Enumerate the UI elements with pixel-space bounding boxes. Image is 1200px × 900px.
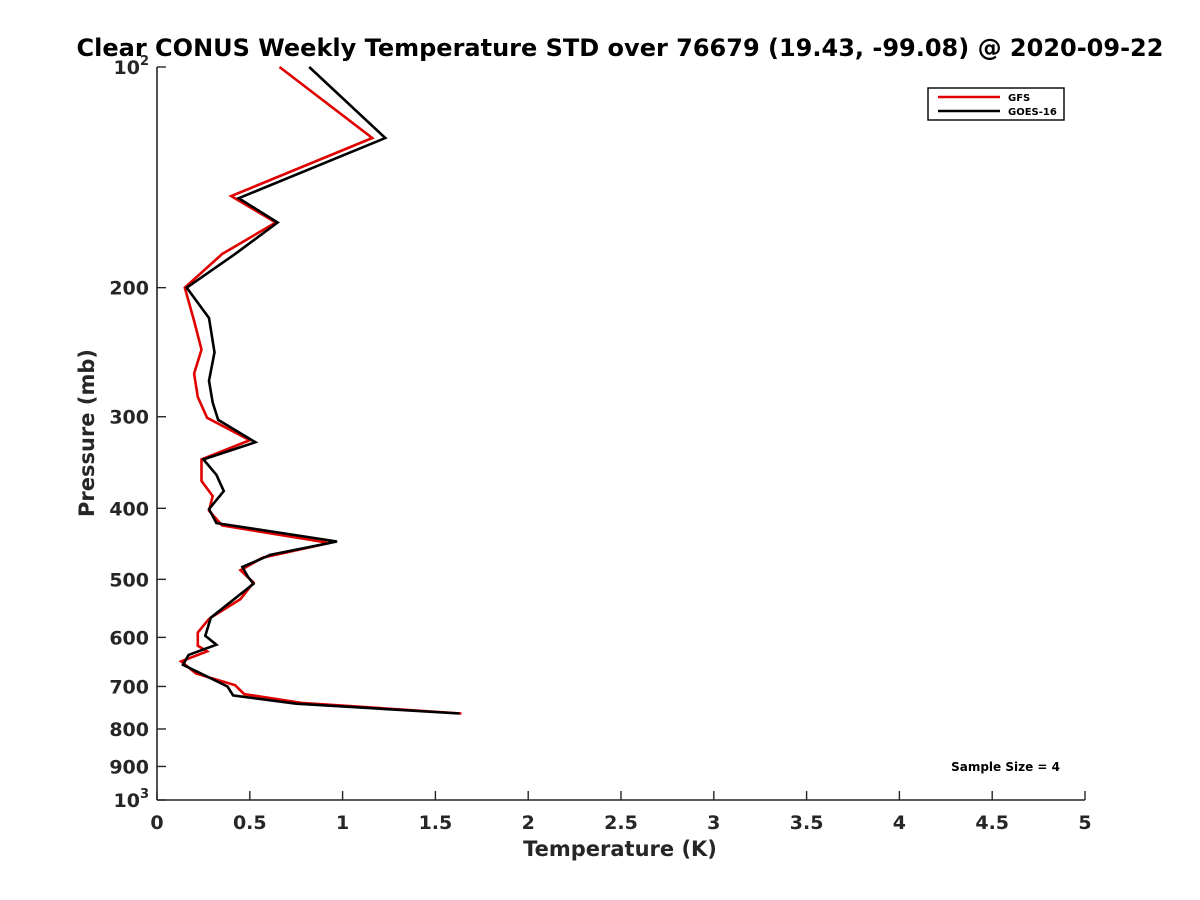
legend-label: GOES-16 bbox=[1008, 107, 1057, 118]
y-tick-label: 300 bbox=[109, 407, 149, 429]
x-tick-label: 1.5 bbox=[419, 812, 453, 834]
tick-labels: 0 0.5 1 1.5 2 2.5 3 3.5 4 4.5 5 102 200 300 400 500 600 7… bbox=[109, 54, 1091, 834]
y-tick-label: 103 bbox=[114, 787, 150, 812]
y-tick-label: 102 bbox=[114, 54, 150, 79]
y-tick-label: 200 bbox=[109, 278, 149, 300]
legend-box bbox=[927, 87, 1065, 121]
x-tick-label: 2.5 bbox=[604, 812, 638, 834]
y-tick-label: 900 bbox=[109, 756, 149, 778]
y-axis-label: Pressure (mb) bbox=[75, 349, 99, 517]
x-tick-label: 4 bbox=[893, 812, 906, 834]
x-tick-label: 4.5 bbox=[975, 812, 1009, 834]
x-axis-label: Temperature (K) bbox=[523, 837, 717, 861]
x-tick-label: 2 bbox=[522, 812, 535, 834]
legend: GFS GOES-16 bbox=[927, 87, 1065, 121]
x-tick-label: 3.5 bbox=[790, 812, 824, 834]
sample-size-annotation: Sample Size = 4 bbox=[951, 760, 1060, 774]
y-tick-label: 500 bbox=[109, 569, 149, 591]
y-tick-label: 800 bbox=[109, 719, 149, 741]
y-tick-label: 400 bbox=[109, 498, 149, 520]
x-tick-label: 0 bbox=[150, 812, 163, 834]
axes bbox=[156, 66, 1086, 801]
x-tick-label: 0.5 bbox=[233, 812, 267, 834]
x-tick-label: 5 bbox=[1078, 812, 1091, 834]
x-tick-label: 1 bbox=[336, 812, 349, 834]
y-tick-label: 600 bbox=[109, 627, 149, 649]
y-tick-label: 700 bbox=[109, 676, 149, 698]
series-line-goes-16 bbox=[181, 66, 460, 715]
chart-title: Clear CONUS Weekly Temperature STD over … bbox=[77, 34, 1164, 62]
legend-label: GFS bbox=[1008, 93, 1030, 104]
plot-area bbox=[178, 65, 462, 715]
x-tick-label: 3 bbox=[707, 812, 720, 834]
